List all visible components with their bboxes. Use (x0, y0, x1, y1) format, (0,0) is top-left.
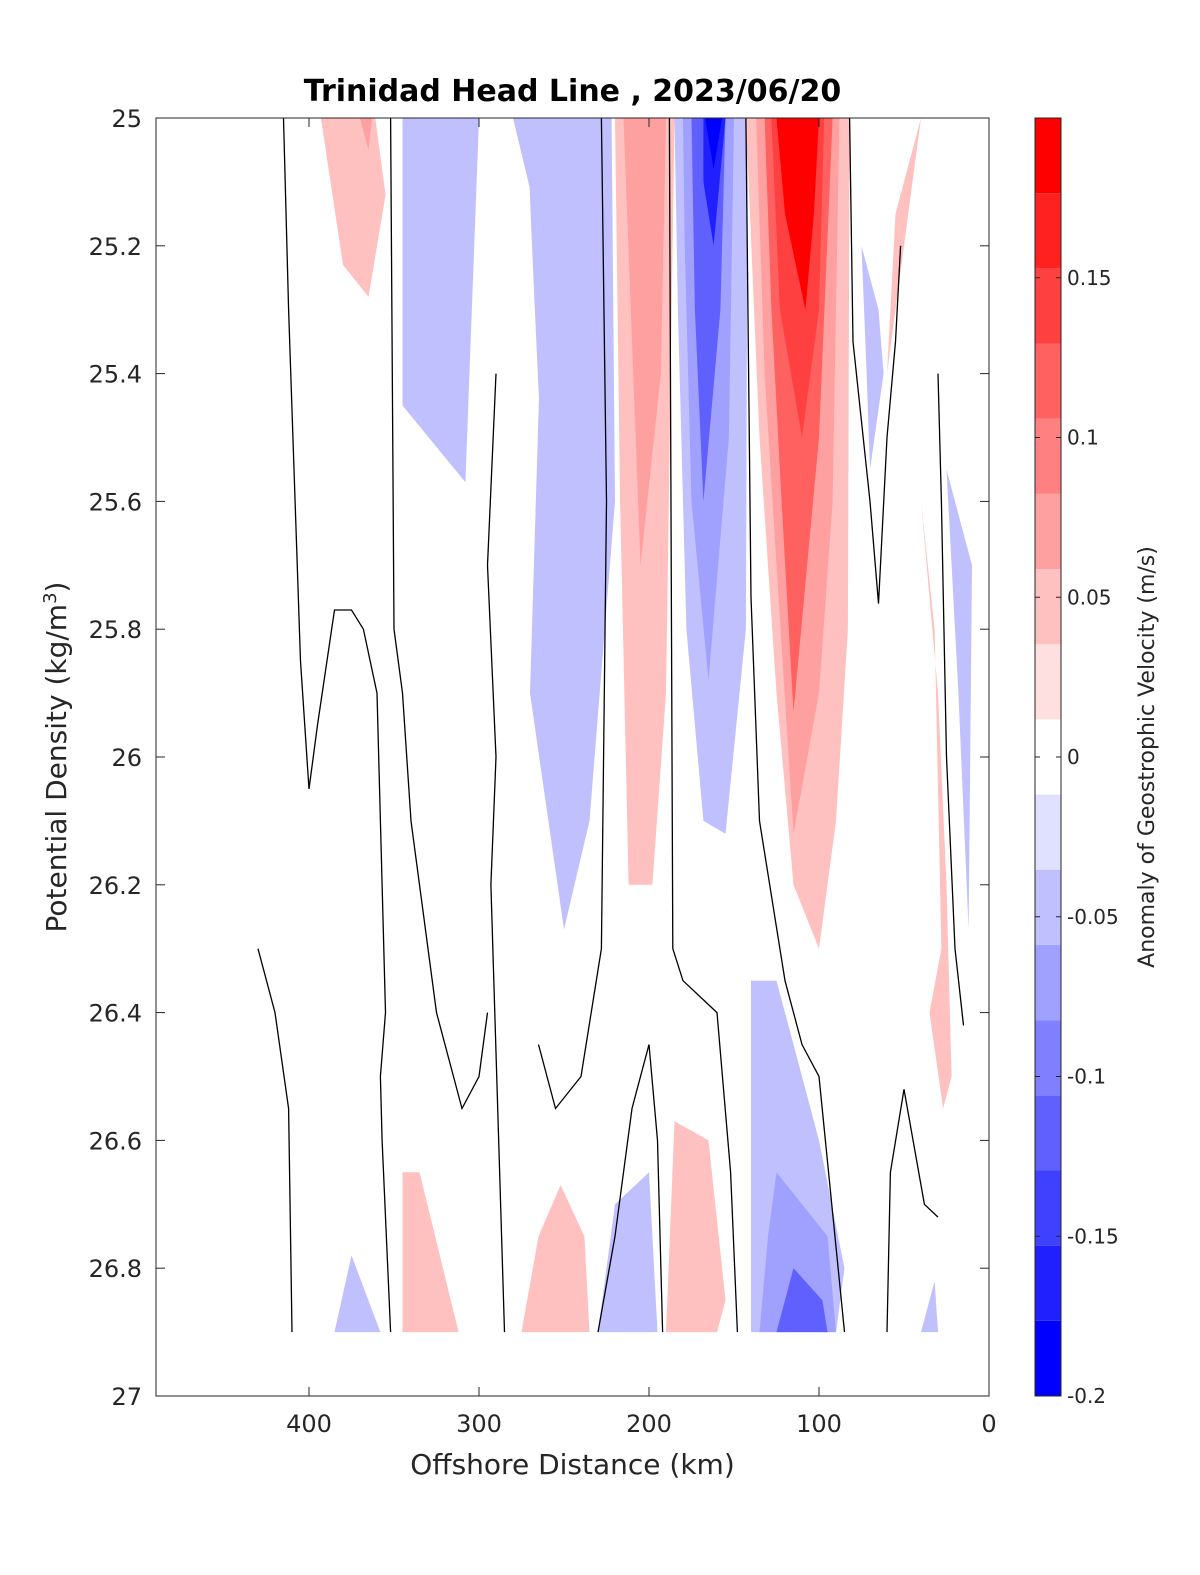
y-tick-label-6: 26.2 (89, 872, 142, 900)
colorbar-band-1 (1035, 1245, 1061, 1321)
contour-fill-7 (623, 118, 666, 566)
colorbar-tick-label-0: 0.15 (1067, 266, 1112, 290)
y-axis-label-tail: ) (40, 582, 73, 593)
contour-fill-20 (946, 469, 972, 930)
colorbar-tick-label-2: 0.05 (1067, 585, 1112, 609)
colorbar-band-4 (1035, 1020, 1061, 1096)
x-axis: 400 300 200 100 0 (286, 118, 997, 1438)
colorbar-band-2 (1035, 1170, 1061, 1246)
contour-fill-27 (402, 1172, 459, 1333)
colorbar-label: Anomaly of Geostrophic Velocity (m/s) (1135, 546, 1160, 968)
contour-fill-24 (776, 1268, 828, 1333)
contour-fill-23 (759, 1172, 836, 1333)
y-tick-label-5: 26 (111, 744, 142, 772)
contour-fill-3 (414, 118, 462, 233)
colorbar-band-11 (1035, 493, 1061, 570)
filled-contour-layer (320, 118, 972, 1333)
y-tick-label-1: 25.2 (89, 233, 142, 261)
colorbar-tick-label-6: -0.15 (1067, 1224, 1119, 1248)
x-tick-label-1: 300 (456, 1410, 502, 1438)
colorbar-tick-label-4: -0.05 (1067, 905, 1119, 929)
y-tick-label-9: 26.8 (89, 1255, 142, 1283)
zero-contour-8 (886, 1089, 939, 1333)
y-tick-label-4: 25.8 (89, 616, 142, 644)
contour-fill-12 (705, 118, 723, 170)
zero-contour-0 (282, 117, 392, 1333)
colorbar-band-15 (1035, 193, 1061, 269)
contour-fill-2 (402, 118, 479, 483)
zero-contour-2 (486, 373, 506, 1333)
y-tick-label-0: 25 (111, 105, 142, 133)
colorbar-tick-label-7: -0.2 (1067, 1384, 1106, 1408)
x-axis-label: Offshore Distance (km) (410, 1448, 735, 1481)
y-axis-label-superscript: 3 (40, 592, 61, 603)
contour-fill-21 (921, 501, 952, 1109)
y-axis-label: Potential Density (kg/m3) (40, 582, 74, 933)
y-tick-label-2: 25.4 (89, 361, 142, 389)
colorbar-band-3 (1035, 1095, 1061, 1171)
contour-fill-11 (703, 118, 726, 246)
contour-fill-29 (334, 1255, 381, 1333)
zero-contour-6 (848, 117, 902, 604)
contour-fill-19 (861, 245, 884, 470)
colorbar-band-13 (1035, 343, 1061, 419)
zero-contour-7 (937, 373, 965, 1026)
colorbar-band-12 (1035, 418, 1061, 494)
colorbar-band-7 (1035, 794, 1061, 870)
colorbar-band-0 (1035, 1320, 1061, 1396)
zero-contour-10 (597, 1044, 664, 1333)
zero-contour-3 (537, 117, 608, 1110)
colorbar-tick-label-5: -0.1 (1067, 1065, 1106, 1089)
contour-fill-25 (666, 1121, 726, 1333)
colorbar: 0.15 0.1 0.05 0 -0.05 -0.1 -0.15 -0.2 (1034, 117, 1119, 1408)
x-tick-label-0: 400 (286, 1410, 332, 1438)
contour-fill-1 (360, 118, 372, 150)
contour-fill-0 (320, 118, 386, 297)
contour-fill-18 (887, 118, 921, 374)
x-tick-label-2: 200 (626, 1410, 672, 1438)
colorbar-tick-label-1: 0.1 (1067, 426, 1099, 450)
y-tick-label-7: 26.4 (89, 1000, 142, 1028)
zero-contour-1 (389, 117, 489, 1111)
zero-contour-layer (257, 117, 965, 1333)
colorbar-band-5 (1035, 944, 1061, 1021)
contour-fill-10 (691, 118, 726, 502)
colorbar-band-6 (1035, 869, 1061, 945)
y-tick-label-10: 27 (111, 1383, 142, 1411)
y-tick-label-8: 26.6 (89, 1127, 142, 1155)
contour-fill-17 (776, 118, 819, 310)
colorbar-band-10 (1035, 569, 1061, 645)
chart-title: Trinidad Head Line , 2023/06/20 (304, 74, 841, 109)
zero-contour-5 (745, 117, 846, 1333)
colorbar-band-9 (1035, 644, 1061, 720)
contour-fill-28 (521, 1185, 590, 1333)
y-axis-label-main: Potential Density (kg/m (40, 604, 73, 933)
x-tick-label-4: 0 (981, 1410, 996, 1438)
y-axis: 25 25.2 25.4 25.6 25.8 26 26.2 26.4 26.6 26.8 27 (89, 105, 989, 1411)
zero-contour-4 (668, 117, 739, 1333)
y-tick-label-3: 25.6 (89, 488, 142, 516)
colorbar-tick-label-3: 0 (1067, 745, 1080, 769)
colorbar-band-16 (1035, 118, 1061, 194)
colorbar-band-14 (1035, 268, 1061, 344)
contour-fill-32 (921, 1281, 938, 1333)
contour-fill-5 (526, 118, 590, 649)
x-tick-label-3: 100 (796, 1410, 842, 1438)
contour-fill-31 (615, 1268, 653, 1333)
zero-contour-9 (257, 948, 293, 1333)
